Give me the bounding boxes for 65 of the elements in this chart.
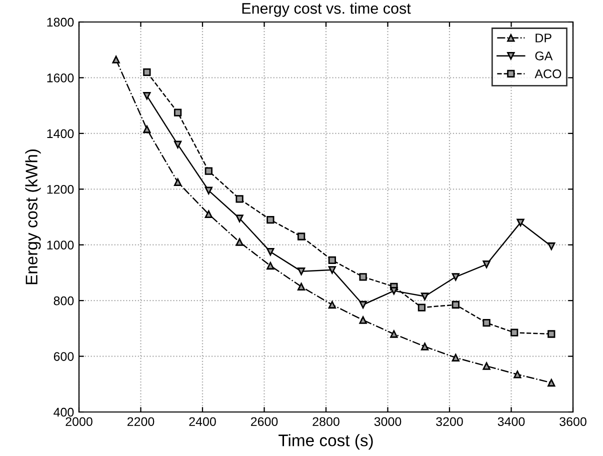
point [266, 216, 274, 224]
x-tick-label: 2000 [66, 417, 92, 426]
point [548, 242, 556, 250]
point [482, 260, 490, 268]
x-axis-title: Time cost (s) [278, 434, 373, 450]
point [418, 304, 426, 312]
y-tick-label: 400 [54, 408, 74, 417]
point [452, 273, 460, 281]
point [482, 362, 490, 370]
point [174, 108, 182, 116]
y-tick-label: 800 [54, 296, 74, 306]
point [297, 268, 306, 276]
y-tick-label: 1200 [47, 184, 74, 194]
point [328, 266, 336, 274]
x-tick-label: 3000 [374, 417, 402, 426]
point [510, 328, 518, 336]
point [420, 292, 429, 300]
point [359, 273, 367, 281]
point [452, 354, 460, 362]
point [236, 238, 244, 246]
y-axis-title: Energy cost (kWh) [25, 149, 41, 284]
point [174, 178, 182, 186]
point [548, 378, 556, 387]
point [266, 248, 274, 256]
point [390, 330, 398, 338]
point [236, 195, 244, 203]
point [548, 330, 556, 338]
point [359, 316, 367, 324]
point [328, 256, 336, 264]
legend-label: ACO [534, 69, 562, 78]
point [204, 210, 212, 218]
legend-label: GA [535, 51, 553, 60]
point [204, 186, 212, 194]
x-tick-label: 3400 [498, 417, 525, 426]
y-tick-label: 1600 [47, 74, 74, 82]
point [143, 92, 151, 100]
point [143, 125, 151, 134]
point [112, 56, 120, 64]
point [174, 140, 182, 148]
y-tick-label: 1400 [47, 129, 74, 138]
x-tick-label: 3600 [560, 417, 586, 426]
y-tick-label: 1800 [47, 18, 74, 27]
legend-label: DP [536, 34, 552, 42]
x-tick-label: 3200 [436, 417, 463, 426]
point [236, 214, 244, 222]
chart-title: Energy cost vs. time cost [242, 2, 411, 17]
point [390, 287, 398, 295]
point [452, 300, 460, 309]
point [516, 218, 524, 226]
y-tick-label: 1000 [47, 240, 74, 250]
point [297, 282, 306, 290]
point [204, 167, 212, 175]
point [420, 342, 429, 350]
x-tick-label: 2200 [127, 417, 154, 426]
point [297, 232, 306, 240]
point [328, 300, 336, 309]
x-tick-label: 2600 [250, 417, 278, 426]
point [482, 319, 490, 327]
x-tick-label: 2800 [312, 417, 340, 426]
point [143, 68, 151, 76]
point [266, 262, 274, 270]
point [514, 370, 522, 378]
y-tick-label: 600 [54, 352, 74, 361]
x-tick-label: 2400 [189, 417, 216, 426]
point [359, 300, 367, 309]
